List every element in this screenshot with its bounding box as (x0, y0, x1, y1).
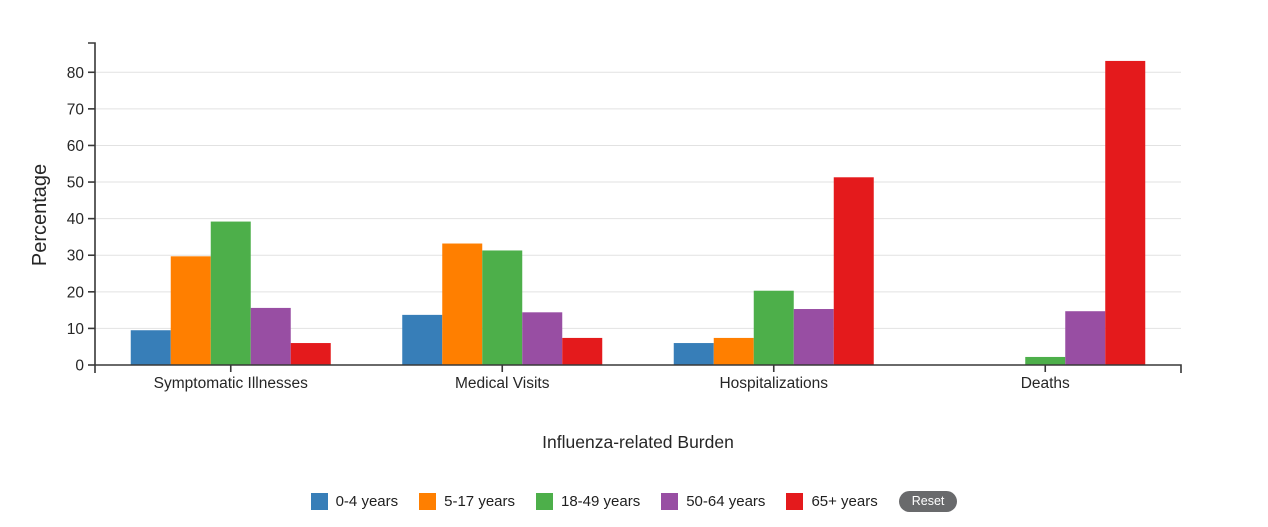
bar-5-17-years-Hospitalizations[interactable] (713, 337, 754, 365)
legend-label: 0-4 years (335, 493, 399, 510)
legend-label: 5-17 years (444, 493, 515, 510)
legend-label: 50-64 years (686, 493, 766, 510)
bar-chart-canvas: 0 10 20 30 40 50 60 70 80 Symptomatic Illnesses Me… (29, 42, 1182, 452)
legend-swatch-icon (661, 493, 679, 510)
legend-item-50-64-years[interactable]: 50-64 years (661, 493, 765, 510)
influenza-burden-chart: 0 10 20 30 40 50 60 70 80 Symptomatic Illnesses Me… (0, 42, 1268, 512)
legend-swatch-icon (419, 493, 437, 510)
legend-item-0-4-years[interactable]: 0-4 years (310, 493, 399, 510)
y-tick-label: 80 (67, 65, 85, 82)
legend-label: 65+ years (811, 493, 878, 510)
legend-swatch-icon (536, 493, 553, 510)
legend-item-18-49-years[interactable]: 18-49 years (536, 493, 640, 510)
bar-50-64-years-Medical-Visits[interactable] (522, 312, 563, 365)
bar-50-64-years-Symptomatic-Illnesses[interactable] (250, 307, 291, 365)
chart-legend: 0-4 years 5-17 years 18-49 years 50-64 y… (0, 491, 1268, 512)
bar-65+-years-Symptomatic-Illnesses[interactable] (290, 343, 331, 365)
legend-item-65-plus-years[interactable]: 65+ years (786, 493, 878, 510)
bar-18-49-years-Deaths[interactable] (1025, 356, 1066, 365)
legend-item-5-17-years[interactable]: 5-17 years (419, 493, 515, 510)
bar-18-49-years-Symptomatic-Illnesses[interactable] (210, 221, 251, 365)
y-tick-label: 0 (75, 358, 84, 375)
x-tick-label: Hospitalizations (719, 375, 828, 392)
x-tick-label: Symptomatic Illnesses (154, 375, 308, 392)
bar-65+-years-Hospitalizations[interactable] (833, 177, 874, 365)
x-tick-label: Medical Visits (455, 375, 550, 392)
x-axis-line (94, 364, 1182, 373)
reset-button[interactable]: Reset (898, 491, 958, 512)
y-tick-label: 20 (67, 284, 85, 301)
y-axis-line (88, 42, 96, 365)
bar-5-17-years-Medical-Visits[interactable] (442, 243, 483, 365)
bar-0-4-years-Symptomatic-Illnesses[interactable] (130, 330, 171, 365)
legend-swatch-icon (310, 493, 328, 510)
bar-5-17-years-Symptomatic-Illnesses[interactable] (170, 256, 211, 365)
y-tick-label: 60 (67, 138, 85, 155)
bar-50-64-years-Deaths[interactable] (1065, 311, 1106, 365)
y-tick-label: 10 (67, 321, 85, 338)
legend-label: 18-49 years (561, 493, 641, 510)
bar-0-4-years-Hospitalizations[interactable] (673, 343, 714, 365)
y-axis-title: Percentage (29, 164, 51, 266)
bar-65+-years-Deaths[interactable] (1105, 60, 1146, 366)
bar-18-49-years-Hospitalizations[interactable] (753, 290, 794, 365)
y-tick-label: 30 (67, 248, 85, 265)
y-tick-label: 40 (67, 211, 85, 228)
bar-65+-years-Medical-Visits[interactable] (562, 337, 603, 365)
y-tick-label: 50 (67, 175, 85, 192)
legend-swatch-icon (786, 493, 804, 510)
x-tick-label: Deaths (1021, 375, 1070, 392)
bar-0-4-years-Medical-Visits[interactable] (402, 314, 443, 365)
bar-50-64-years-Hospitalizations[interactable] (793, 309, 834, 365)
x-axis-title: Influenza-related Burden (542, 432, 734, 452)
y-tick-label: 70 (67, 101, 85, 118)
bar-18-49-years-Medical-Visits[interactable] (482, 250, 523, 365)
